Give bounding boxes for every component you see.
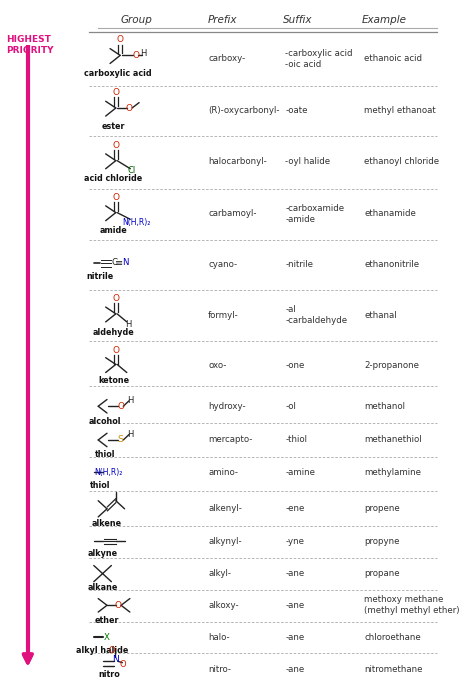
- Text: H: H: [128, 430, 134, 439]
- Text: methyl ethanoat: methyl ethanoat: [365, 106, 436, 115]
- Text: -ane: -ane: [285, 665, 304, 674]
- Text: S: S: [118, 435, 124, 445]
- Text: ethanal: ethanal: [365, 311, 397, 319]
- Text: ethanoyl chloride: ethanoyl chloride: [365, 157, 439, 166]
- Text: O: O: [108, 646, 115, 655]
- Text: Suffix: Suffix: [283, 15, 312, 25]
- Text: carbamoyl-: carbamoyl-: [208, 210, 257, 219]
- Text: O: O: [132, 51, 139, 60]
- Text: C: C: [111, 258, 117, 267]
- Text: alkoxy-: alkoxy-: [208, 601, 239, 609]
- Text: nitro-: nitro-: [208, 665, 231, 674]
- Text: alkyl-: alkyl-: [208, 569, 231, 578]
- Text: chloroethane: chloroethane: [365, 633, 421, 642]
- Text: -ane: -ane: [285, 601, 304, 609]
- Text: thiol: thiol: [94, 450, 115, 460]
- Text: O: O: [120, 659, 127, 669]
- Text: -yne: -yne: [285, 537, 304, 545]
- Text: methanethiol: methanethiol: [365, 435, 422, 445]
- Text: ethanoic acid: ethanoic acid: [365, 54, 422, 63]
- Text: acid chloride: acid chloride: [84, 174, 143, 183]
- Text: Cl: Cl: [128, 166, 136, 175]
- Text: Group: Group: [120, 15, 152, 25]
- Text: alkane: alkane: [87, 582, 118, 592]
- Text: aldehyde: aldehyde: [93, 328, 135, 336]
- Text: N(H,R)₂: N(H,R)₂: [94, 468, 122, 477]
- Text: N: N: [112, 656, 118, 665]
- Text: N(H,R)₂: N(H,R)₂: [122, 217, 151, 227]
- Text: propene: propene: [365, 505, 400, 513]
- Text: methylamine: methylamine: [365, 468, 421, 477]
- Text: -nitrile: -nitrile: [285, 260, 313, 269]
- Text: alkene: alkene: [92, 519, 122, 528]
- Text: O: O: [112, 88, 119, 97]
- Text: X: X: [104, 633, 110, 642]
- Text: (R)-oxycarbonyl-: (R)-oxycarbonyl-: [208, 106, 280, 115]
- Text: -one: -one: [285, 361, 305, 370]
- Text: halocarbonyl-: halocarbonyl-: [208, 157, 267, 166]
- Text: ester: ester: [102, 122, 125, 131]
- Text: halo-: halo-: [208, 633, 230, 642]
- Text: HIGHEST
PRIORITY: HIGHEST PRIORITY: [6, 35, 53, 55]
- Text: -carboxylic acid
-oic acid: -carboxylic acid -oic acid: [285, 49, 353, 69]
- Text: -oyl halide: -oyl halide: [285, 157, 330, 166]
- Text: -oate: -oate: [285, 106, 308, 115]
- Text: oxo-: oxo-: [208, 361, 227, 370]
- Text: carboxylic acid: carboxylic acid: [84, 69, 152, 78]
- Text: alkyne: alkyne: [88, 549, 118, 558]
- Text: O: O: [117, 35, 124, 44]
- Text: propyne: propyne: [365, 537, 400, 545]
- Text: O: O: [112, 193, 119, 202]
- Text: H: H: [125, 320, 132, 329]
- Text: -ene: -ene: [285, 505, 305, 513]
- Text: ≡: ≡: [115, 257, 123, 268]
- Text: O: O: [126, 104, 133, 112]
- Text: cyano-: cyano-: [208, 260, 237, 269]
- Text: O: O: [117, 402, 124, 411]
- Text: nitro: nitro: [98, 670, 120, 680]
- Text: -ane: -ane: [285, 569, 304, 578]
- Text: H: H: [140, 49, 146, 58]
- Text: N: N: [122, 258, 128, 267]
- Text: formyl-: formyl-: [208, 311, 239, 319]
- Text: -amine: -amine: [285, 468, 315, 477]
- Text: thiol: thiol: [90, 481, 110, 490]
- Text: -ol: -ol: [285, 402, 296, 411]
- Text: carboxy-: carboxy-: [208, 54, 246, 63]
- Text: alkenyl-: alkenyl-: [208, 505, 242, 513]
- Text: methoxy methane
(methyl methyl ether): methoxy methane (methyl methyl ether): [365, 595, 460, 616]
- Text: -carboxamide
-amide: -carboxamide -amide: [285, 204, 344, 224]
- Text: Prefix: Prefix: [208, 15, 237, 25]
- Text: propane: propane: [365, 569, 400, 578]
- Text: methanol: methanol: [365, 402, 405, 411]
- Text: ether: ether: [95, 616, 119, 624]
- Text: O: O: [112, 294, 119, 303]
- Text: alkynyl-: alkynyl-: [208, 537, 242, 545]
- Text: nitrile: nitrile: [87, 272, 114, 281]
- Text: H: H: [128, 396, 134, 405]
- Text: alcohol: alcohol: [89, 417, 121, 426]
- Text: alkyl halide: alkyl halide: [76, 646, 129, 655]
- Text: ethanonitrile: ethanonitrile: [365, 260, 419, 269]
- Text: -ane: -ane: [285, 633, 304, 642]
- Text: Example: Example: [362, 15, 407, 25]
- Text: O: O: [112, 140, 119, 150]
- Text: -al
-carbaldehyde: -al -carbaldehyde: [285, 305, 347, 326]
- Text: ketone: ketone: [98, 376, 129, 385]
- Text: O: O: [115, 601, 122, 609]
- Text: O: O: [112, 347, 119, 355]
- Text: amino-: amino-: [208, 468, 238, 477]
- Text: ethanamide: ethanamide: [365, 210, 416, 219]
- Text: hydroxy-: hydroxy-: [208, 402, 246, 411]
- Text: -thiol: -thiol: [285, 435, 307, 445]
- Text: nitromethane: nitromethane: [365, 665, 423, 674]
- Text: 2-propanone: 2-propanone: [365, 361, 419, 370]
- Text: amide: amide: [100, 226, 128, 236]
- Text: mercapto-: mercapto-: [208, 435, 253, 445]
